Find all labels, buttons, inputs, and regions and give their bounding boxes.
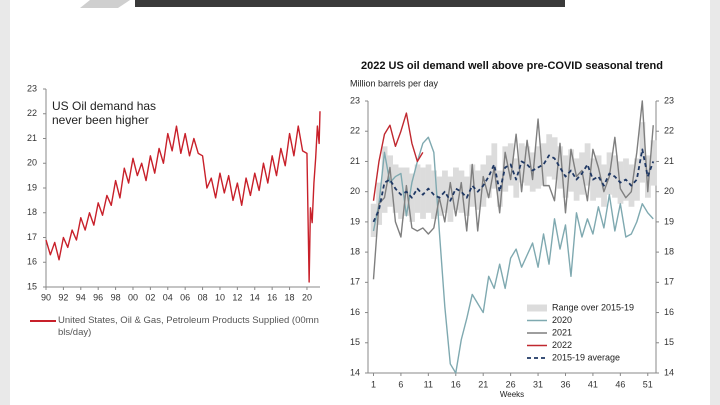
range-band [524, 146, 531, 186]
x-tick-label: 94 [76, 292, 86, 302]
range-band [584, 143, 591, 186]
y2-tick-label: 20 [664, 186, 674, 196]
x-tick-label: 6 [398, 379, 403, 389]
range-band [540, 143, 547, 186]
y2-tick-label: 14 [664, 367, 674, 377]
x-tick-label: 96 [93, 292, 103, 302]
range-band [485, 155, 492, 198]
range-band [595, 155, 602, 198]
header-logo [80, 0, 130, 8]
x-tick-label: 31 [533, 379, 543, 389]
legend-label: 2021 [552, 327, 572, 337]
range-band [436, 176, 443, 216]
chart-title: 2022 US oil demand well above pre-COVID … [361, 60, 663, 72]
range-band [645, 155, 651, 198]
y-tick-label: 18 [350, 246, 360, 256]
y-tick-label: 17 [350, 277, 360, 287]
range-band [442, 170, 448, 213]
y-tick-label: 19 [27, 182, 37, 192]
x-tick-label: 36 [560, 379, 570, 389]
x-tick-label: 90 [41, 292, 51, 302]
x-tick-label: 26 [506, 379, 516, 389]
y-tick-label: 17 [27, 232, 37, 242]
x-tick-label: 1 [371, 379, 376, 389]
y-tick-label: 19 [350, 216, 360, 226]
y-tick-label: 15 [350, 337, 360, 347]
y-tick-label: 22 [350, 126, 360, 136]
range-band [420, 167, 426, 219]
x-tick-label: 20 [302, 292, 312, 302]
x-tick-label: 21 [478, 379, 488, 389]
y-tick-label: 15 [27, 281, 37, 291]
legend-label: 2020 [552, 315, 572, 325]
series-line [372, 148, 655, 223]
range-band [634, 158, 640, 201]
y-tick-label: 14 [350, 367, 360, 377]
x-tick-label: 14 [250, 292, 260, 302]
legend-label: 2015-19 average [552, 352, 620, 362]
series-line [372, 100, 654, 280]
x-tick-label: 98 [111, 292, 121, 302]
range-band [458, 170, 465, 213]
x-tick-label: 51 [643, 379, 653, 389]
y-tick-label: 21 [27, 133, 37, 143]
x-tick-label: 02 [145, 292, 155, 302]
y2-tick-label: 17 [664, 277, 674, 287]
x-axis-label: Weeks [500, 390, 524, 399]
y2-tick-label: 15 [664, 337, 674, 347]
x-tick-label: 41 [588, 379, 598, 389]
x-tick-label: 11 [424, 379, 433, 389]
legend-swatch [527, 304, 547, 312]
range-band [398, 167, 404, 219]
series-line [45, 111, 321, 283]
y2-tick-label: 16 [664, 307, 674, 317]
y-tick-label: 16 [27, 257, 37, 267]
slide-background [10, 0, 710, 405]
header-banner [135, 0, 565, 7]
x-tick-label: 08 [198, 292, 208, 302]
series-line [372, 112, 424, 201]
y-tick-label: 20 [350, 186, 360, 196]
range-band [453, 167, 459, 210]
y-tick-label: 22 [27, 108, 37, 118]
x-tick-label: 10 [215, 292, 225, 302]
x-tick-label: 12 [232, 292, 242, 302]
y-tick-label: 23 [27, 83, 37, 93]
range-band [474, 170, 481, 210]
x-tick-label: 46 [615, 379, 625, 389]
y2-tick-label: 18 [664, 246, 674, 256]
y-tick-label: 18 [27, 207, 37, 217]
annotation: US Oil demand has never been higher [52, 99, 157, 127]
series-line [372, 136, 654, 374]
y2-tick-label: 19 [664, 216, 674, 226]
y2-tick-label: 23 [664, 95, 674, 105]
x-tick-label: 00 [128, 292, 138, 302]
range-band [518, 143, 525, 183]
legend-label: Range over 2015-19 [552, 302, 634, 312]
y2-tick-label: 22 [664, 126, 674, 136]
y-tick-label: 21 [350, 156, 360, 166]
y-tick-label: 16 [350, 307, 360, 317]
range-band [381, 146, 388, 213]
range-band [557, 146, 564, 189]
x-tick-label: 16 [451, 379, 461, 389]
y-axis-label: Million barrels per day [350, 78, 439, 88]
x-tick-label: 18 [285, 292, 295, 302]
x-tick-label: 06 [180, 292, 190, 302]
x-tick-label: 16 [267, 292, 277, 302]
y-tick-label: 20 [27, 158, 37, 168]
legend-label: 2022 [552, 340, 572, 350]
x-tick-label: 92 [58, 292, 68, 302]
y2-tick-label: 21 [664, 156, 674, 166]
y-tick-label: 23 [350, 95, 360, 105]
legend-label: United States, Oil & Gas, Petroleum Prod… [58, 315, 319, 338]
range-band [469, 164, 476, 207]
x-tick-label: 04 [163, 292, 173, 302]
range-band [502, 146, 509, 192]
